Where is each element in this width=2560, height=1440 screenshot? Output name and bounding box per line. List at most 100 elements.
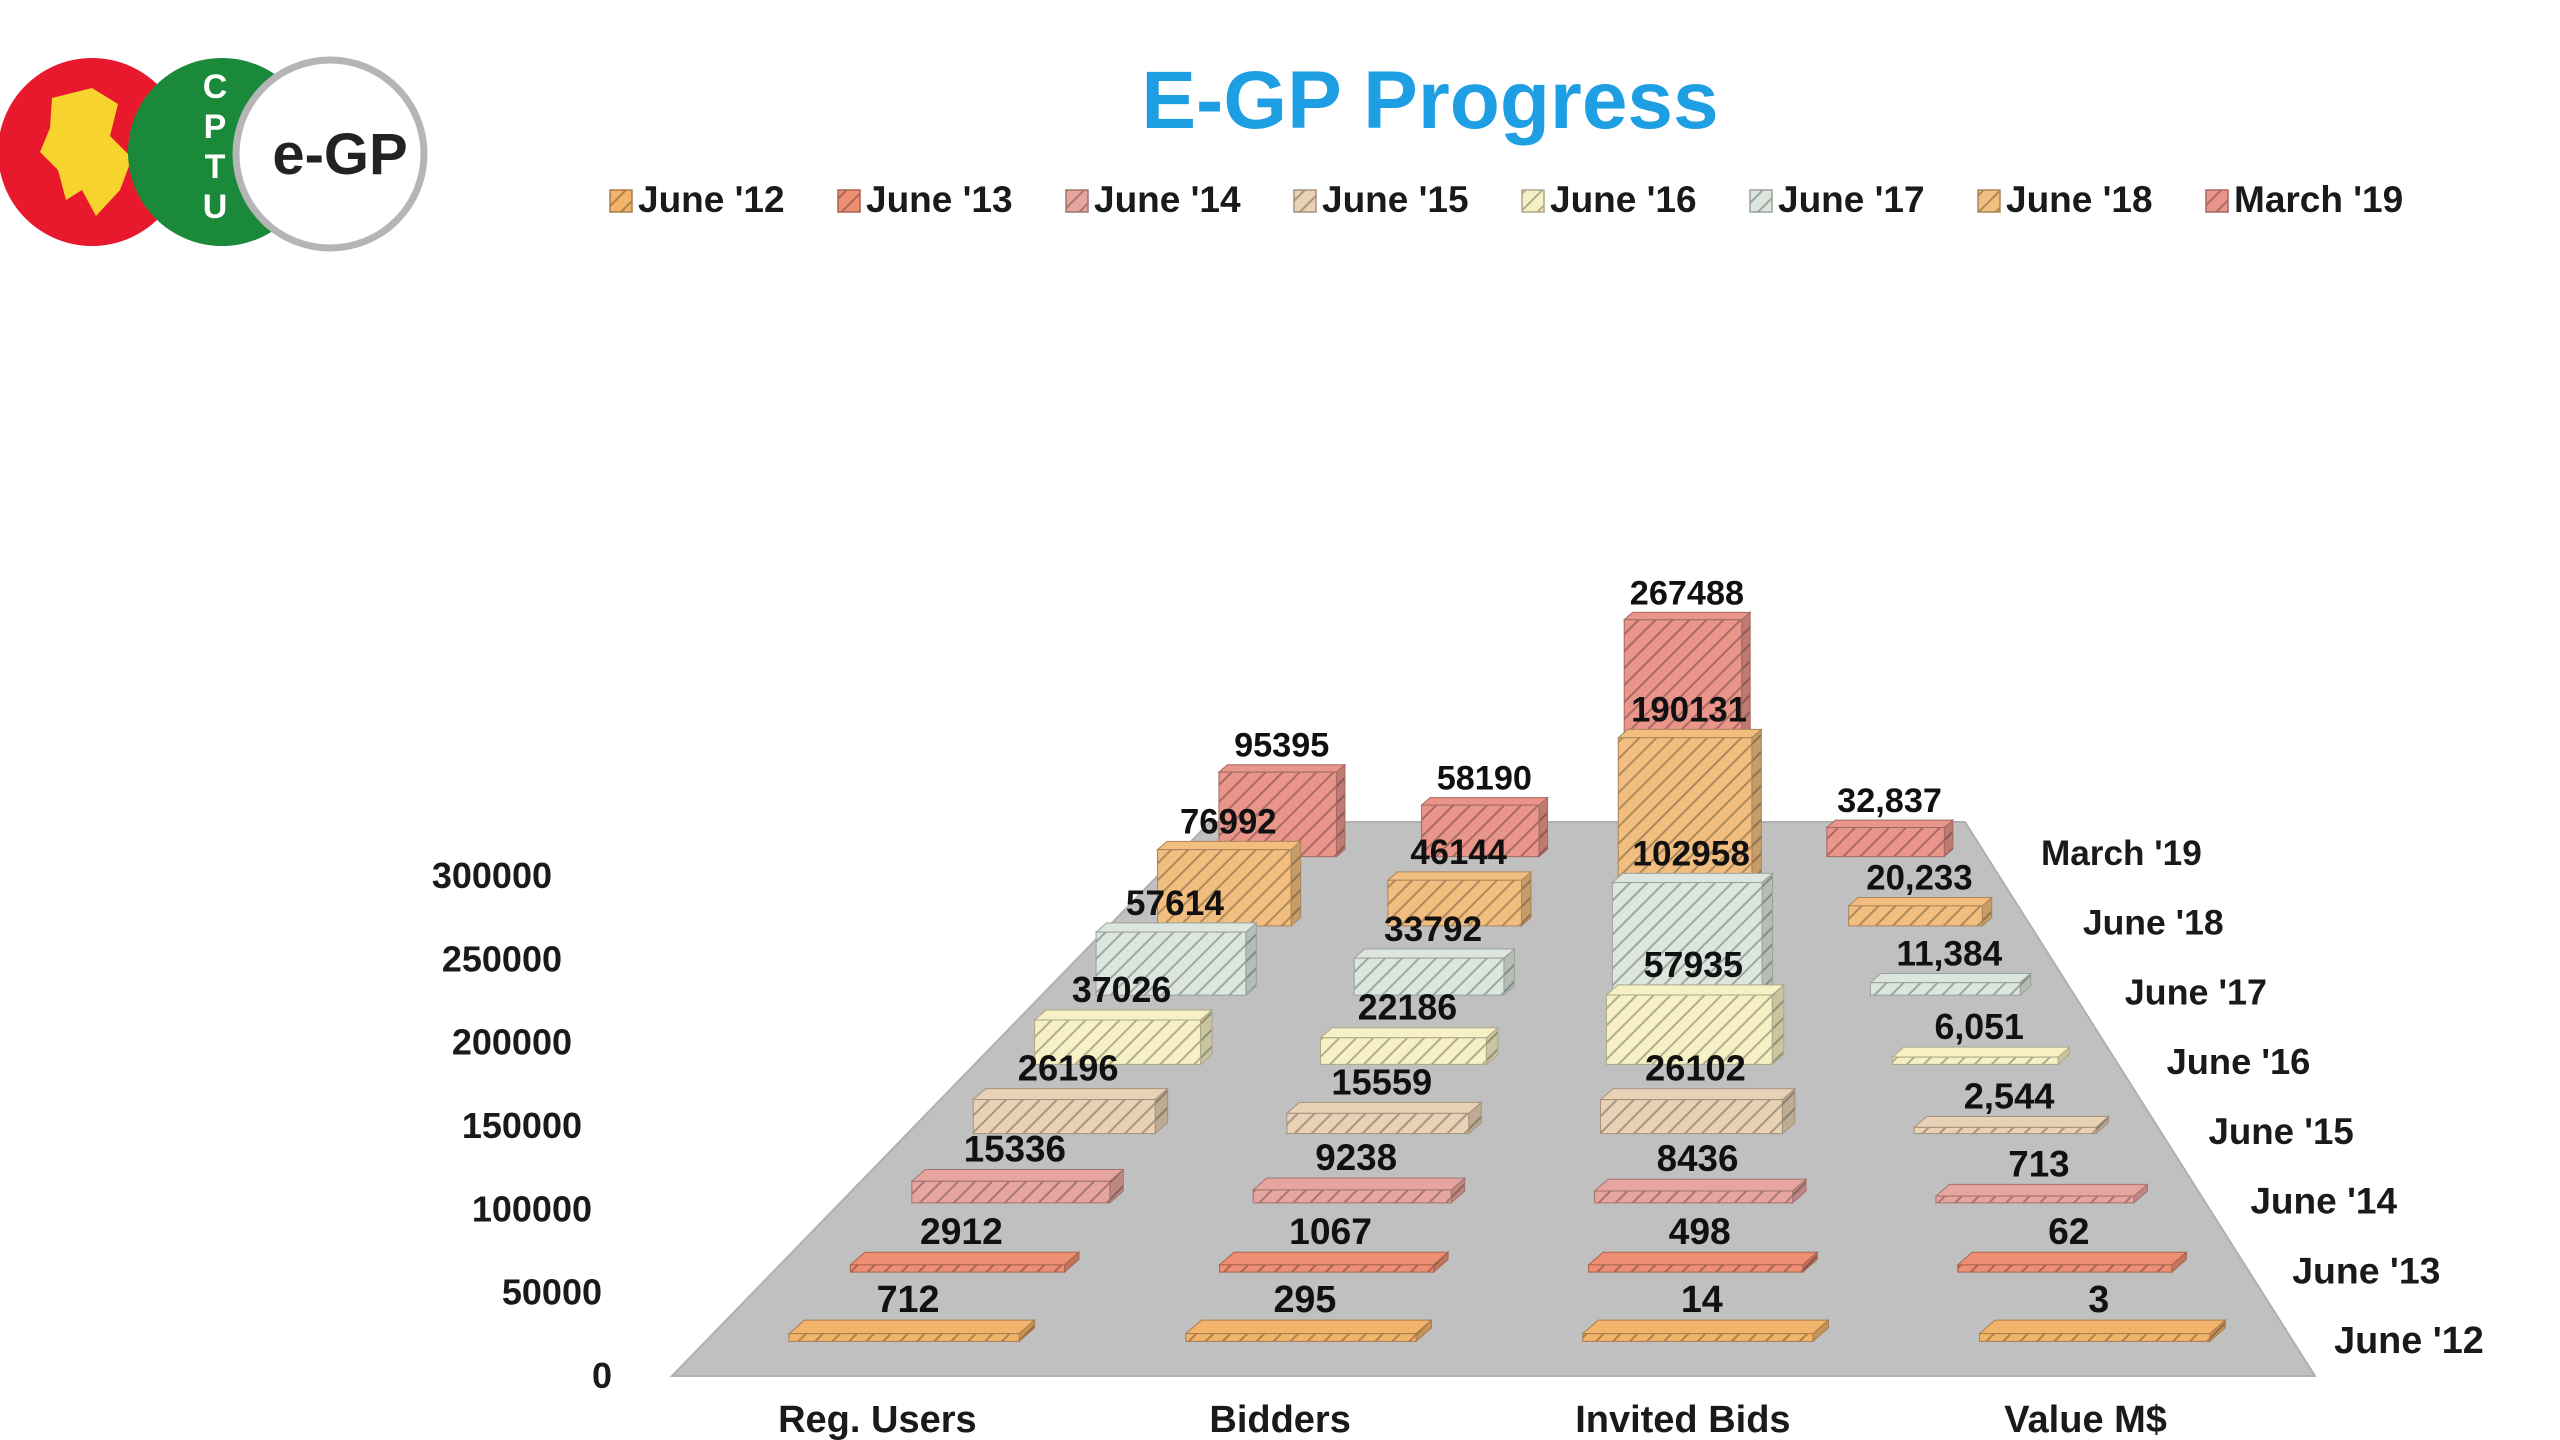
bar: 15559	[1285, 1061, 1483, 1135]
bar: 32,837	[1825, 782, 1955, 858]
legend-label: June '13	[866, 179, 1013, 220]
data-label: 102958	[1632, 834, 1750, 873]
bar-front	[1252, 1189, 1452, 1204]
bar-front	[1095, 931, 1247, 996]
bar-front	[911, 1180, 1111, 1204]
bar-top	[1581, 1319, 1830, 1335]
bar: 498	[1587, 1210, 1819, 1274]
bar-top	[1033, 1009, 1214, 1021]
legend-label: June '15	[1322, 179, 1469, 220]
bar-top	[910, 1168, 1125, 1182]
bar: 58190	[1420, 760, 1549, 858]
bar-front	[1891, 1056, 2059, 1065]
bar: 57614	[1094, 884, 1258, 997]
bar-front	[1219, 1264, 1435, 1273]
bar: 26196	[971, 1048, 1169, 1135]
bar-top	[1869, 972, 2032, 984]
bar-front	[849, 1264, 1065, 1273]
bar-top	[1420, 797, 1549, 806]
logo-white-circle	[232, 56, 428, 252]
legend-swatch	[2205, 189, 2229, 213]
series-depth-label: March '19	[2041, 834, 2202, 873]
legend-label: June '14	[1094, 179, 1241, 220]
bar-top	[1251, 1177, 1467, 1191]
bar: 9238	[1251, 1137, 1467, 1204]
bar-top	[787, 1319, 1036, 1335]
legend-label: June '17	[1778, 179, 1925, 220]
bar: 3	[1978, 1278, 2227, 1343]
bar-front	[788, 1333, 1020, 1342]
bar-front	[1605, 994, 1773, 1065]
chart-floor	[669, 821, 2317, 1377]
chart-title: E-GP Progress	[1141, 55, 1718, 146]
bar: 11,384	[1869, 934, 2032, 997]
legend-label: June '18	[2006, 179, 2153, 220]
x-category-label: Invited Bids	[1575, 1399, 1790, 1440]
bar-top	[971, 1088, 1169, 1101]
bar-front	[1421, 804, 1540, 858]
legend-item: June '17	[1749, 179, 1925, 220]
data-label: 22186	[1358, 988, 1457, 1028]
bar: 102958	[1611, 834, 1774, 997]
bar: 57935	[1605, 945, 1786, 1066]
x-category-label: Reg. Users	[778, 1399, 977, 1440]
legend-item: June '13	[837, 179, 1013, 220]
data-label: 62	[2048, 1210, 2089, 1252]
bar: 76992	[1156, 803, 1302, 927]
bar-front	[1869, 982, 2021, 996]
bar: 713	[1934, 1143, 2149, 1204]
y-tick-label: 100000	[472, 1188, 592, 1229]
bar-top	[1934, 1183, 2149, 1197]
y-tick-label: 0	[592, 1355, 612, 1396]
bar-top	[1616, 728, 1763, 739]
legend-swatch	[1521, 189, 1545, 213]
bar-top	[1156, 840, 1302, 851]
logo-letter-p: P	[204, 108, 227, 146]
bar-front	[1979, 1333, 2211, 1342]
bar-front	[1599, 1099, 1783, 1135]
data-label: 46144	[1410, 834, 1507, 872]
bar-side	[1538, 796, 1549, 858]
bar-front	[1034, 1019, 1201, 1065]
legend-swatch	[1293, 189, 1317, 213]
legend: June '12 June '13 June '14 June '15 June '16…	[609, 179, 2403, 220]
legend-swatch	[837, 189, 861, 213]
y-tick-label: 300000	[432, 855, 552, 896]
bar-top	[1386, 871, 1533, 881]
bar-front	[1826, 827, 1945, 858]
bar: 20,233	[1847, 860, 1994, 927]
x-category-label: Bidders	[1209, 1399, 1350, 1440]
bar-front	[1185, 1333, 1417, 1342]
data-label: 15559	[1331, 1061, 1432, 1102]
x-axis: Reg. Users Bidders Invited Bids Value M$	[778, 1399, 2167, 1440]
data-label: 32,837	[1837, 782, 1942, 820]
bar-front	[1913, 1126, 2097, 1135]
bar-front	[1611, 882, 1763, 996]
data-label: 6,051	[1934, 1007, 2023, 1047]
bar: 26102	[1599, 1048, 1797, 1135]
bar: 37026	[1033, 970, 1214, 1066]
y-tick-label: 50000	[502, 1272, 602, 1313]
series-depth-label: June '12	[2334, 1320, 2484, 1362]
data-label: 57614	[1126, 884, 1224, 923]
y-tick-label: 150000	[462, 1105, 582, 1146]
bar-top	[1319, 1027, 1500, 1039]
bar-top	[849, 1251, 1081, 1266]
data-label: 9238	[1315, 1137, 1397, 1178]
bar: 62	[1956, 1210, 2188, 1274]
legend-label: June '12	[638, 179, 785, 220]
bar-front	[1935, 1195, 2135, 1204]
bar-front	[1353, 957, 1505, 996]
bar-top	[1978, 1319, 2227, 1335]
data-label: 8436	[1657, 1138, 1739, 1179]
bar-side	[1761, 872, 1774, 997]
bar-top	[1352, 948, 1516, 959]
y-tick-label: 250000	[442, 938, 562, 979]
bar-front	[1957, 1264, 2173, 1273]
bar: 46144	[1386, 834, 1533, 927]
bar-side	[1520, 870, 1532, 927]
bar-top	[1184, 1319, 1433, 1335]
bar: 2912	[849, 1210, 1081, 1274]
bar-front	[1848, 905, 1983, 927]
